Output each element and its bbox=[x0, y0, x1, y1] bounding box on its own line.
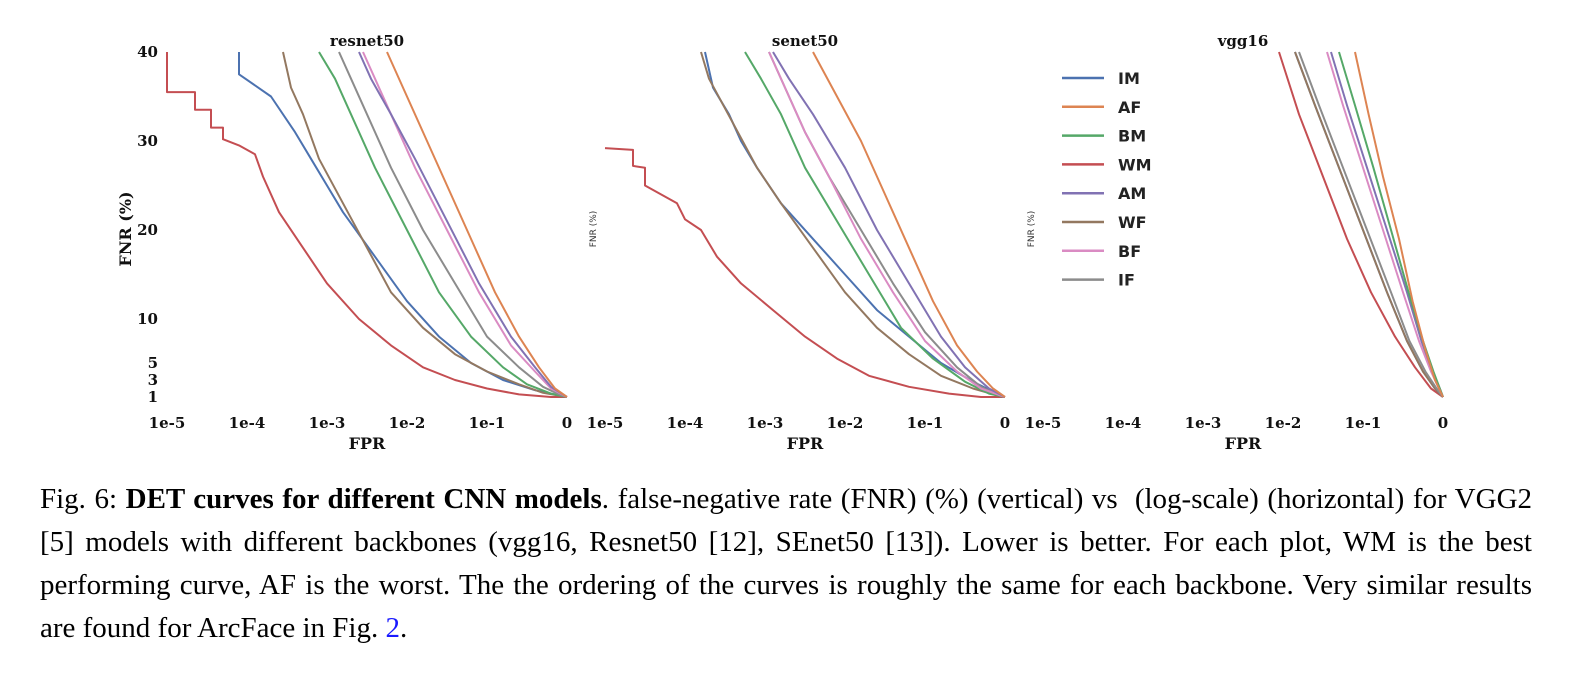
y-axis-label: FNR (%) bbox=[1027, 211, 1037, 248]
series-line-BF bbox=[768, 51, 1006, 398]
series-line-AF bbox=[812, 51, 1006, 398]
legend-entry-WM: WM bbox=[1062, 155, 1152, 174]
series-line-WM bbox=[604, 147, 1005, 398]
panel-title: resnet50 bbox=[330, 32, 404, 50]
series-line-BM bbox=[744, 51, 1006, 398]
x-tick-label: 1e-5 bbox=[149, 414, 186, 432]
caption-title: DET curves for different CNN models bbox=[125, 483, 602, 515]
series-line-AM bbox=[772, 51, 1006, 398]
x-tick-label: 1e-4 bbox=[1105, 414, 1142, 432]
series-line-IF bbox=[1298, 51, 1444, 398]
y-tick-label: 1 bbox=[148, 388, 158, 406]
x-tick-label: 1e-3 bbox=[747, 414, 784, 432]
figure-caption: Fig. 6: DET curves for different CNN mod… bbox=[40, 478, 1532, 650]
x-tick-label: 1e-2 bbox=[827, 414, 864, 432]
x-tick-label: 1e-2 bbox=[1265, 414, 1302, 432]
x-tick-label: 1e-5 bbox=[587, 414, 624, 432]
series-line-WM bbox=[166, 52, 567, 398]
y-tick-label: 40 bbox=[137, 43, 158, 61]
panel-resnet50: resnet50 40 30 20 10 531 FNR (%) 1e-5 1e-4 1e-3 1e… bbox=[116, 32, 572, 453]
y-tick-label: 30 bbox=[137, 132, 158, 150]
legend: IM AF BM WM AM WF BF IF bbox=[1062, 69, 1152, 290]
x-tick-label: 1e-4 bbox=[667, 414, 704, 432]
series-line-AM bbox=[358, 51, 568, 398]
series-line-IF bbox=[768, 51, 1006, 398]
x-tick-label: 1e-1 bbox=[469, 414, 506, 432]
legend-label: AM bbox=[1118, 184, 1146, 203]
legend-label: IM bbox=[1118, 69, 1140, 88]
y-tick-label: 20 bbox=[137, 221, 158, 239]
caption-prefix: Fig. 6: bbox=[40, 483, 126, 515]
series-line-IF bbox=[338, 51, 568, 398]
series-line-AF bbox=[1354, 51, 1444, 398]
series-line-IM bbox=[704, 51, 1006, 398]
legend-entry-IF: IF bbox=[1062, 271, 1135, 290]
panel-senet50: senet50 FNR (%) 1e-5 1e-4 1e-3 1e-2 1e-1 0 FPR bbox=[587, 32, 1011, 453]
y-axis-label: FNR (%) bbox=[116, 191, 135, 266]
legend-label: BF bbox=[1118, 242, 1141, 261]
legend-entry-BM: BM bbox=[1062, 127, 1146, 146]
y-axis-label: FNR (%) bbox=[589, 211, 599, 248]
x-tick-label: 1e-3 bbox=[1185, 414, 1222, 432]
legend-entry-WF: WF bbox=[1062, 213, 1147, 232]
panel-vgg16: vgg16 FNR (%) 1e-5 1e-4 1e-3 1e-2 1e-1 0 FPR bbox=[1025, 32, 1449, 453]
legend-entry-IM: IM bbox=[1062, 69, 1140, 88]
y-tick-label: 3 bbox=[148, 371, 158, 389]
legend-entry-AM: AM bbox=[1062, 184, 1146, 203]
x-tick-label: 0 bbox=[1000, 414, 1010, 432]
legend-label: AF bbox=[1118, 98, 1141, 117]
x-tick-label: 1e-2 bbox=[389, 414, 426, 432]
series-line-BF bbox=[362, 51, 568, 398]
legend-label: BM bbox=[1118, 127, 1146, 146]
series-line-WF bbox=[700, 51, 1006, 398]
x-tick-label: 0 bbox=[562, 414, 572, 432]
y-tick-label: 10 bbox=[137, 310, 158, 328]
legend-entry-BF: BF bbox=[1062, 242, 1141, 261]
legend-label: WM bbox=[1118, 155, 1152, 174]
x-axis-label: FPR bbox=[349, 434, 386, 453]
legend-entry-AF: AF bbox=[1062, 98, 1141, 117]
legend-label: IF bbox=[1118, 271, 1135, 290]
panel-title: vgg16 bbox=[1217, 32, 1269, 50]
x-tick-label: 1e-3 bbox=[309, 414, 346, 432]
legend-label: WF bbox=[1118, 213, 1147, 232]
panel-title: senet50 bbox=[772, 32, 838, 50]
x-tick-label: 0 bbox=[1438, 414, 1448, 432]
figure-reference-link[interactable]: 2 bbox=[385, 612, 400, 644]
series-line-AM bbox=[1330, 51, 1444, 398]
x-tick-label: 1e-1 bbox=[1345, 414, 1382, 432]
caption-body: . false-negative rate (FNR) (%) (vertica… bbox=[40, 483, 1533, 644]
y-tick-label: 5 bbox=[148, 354, 158, 372]
x-tick-label: 1e-5 bbox=[1025, 414, 1062, 432]
series-line-WF bbox=[1294, 51, 1444, 398]
x-axis-label: FPR bbox=[1225, 434, 1262, 453]
series-line-BM bbox=[318, 51, 568, 398]
series-line-WF bbox=[282, 51, 568, 398]
series-line-AF bbox=[386, 51, 568, 398]
series-line-BM bbox=[1338, 51, 1444, 398]
x-tick-label: 1e-1 bbox=[907, 414, 944, 432]
x-tick-label: 1e-4 bbox=[229, 414, 266, 432]
series-line-WM bbox=[1278, 51, 1444, 398]
det-figure: resnet50 40 30 20 10 531 FNR (%) 1e-5 1e-4 1e-3 1e… bbox=[116, 32, 1449, 453]
x-axis-label: FPR bbox=[787, 434, 824, 453]
caption-suffix: . bbox=[399, 612, 408, 644]
